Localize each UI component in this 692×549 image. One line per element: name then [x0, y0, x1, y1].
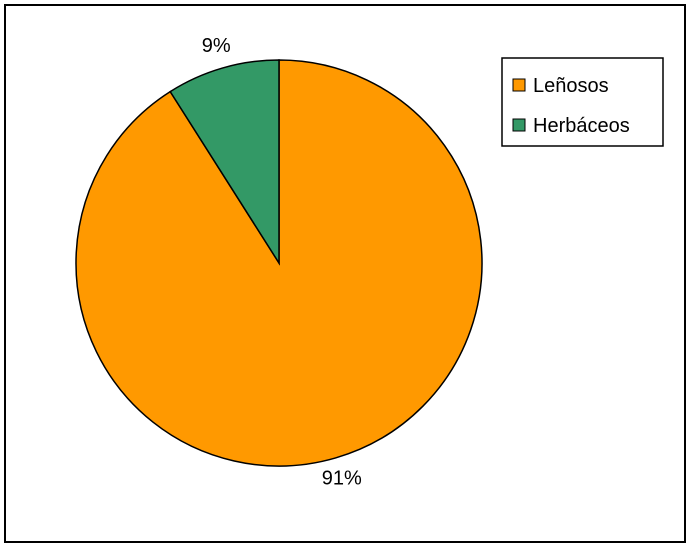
pie-slice-herbaceos [169, 59, 280, 266]
legend-swatch-herbaceos [512, 118, 526, 132]
pie-slices [75, 59, 483, 467]
pie-data-labels: 91% 9% [202, 35, 362, 489]
legend-box [501, 57, 664, 147]
data-label-herbaceos: 9% [202, 35, 231, 57]
legend-label-lenosos: Leñosos [533, 75, 609, 97]
legend: Leñosos Herbáceos [501, 57, 664, 147]
data-label-lenosos: 91% [322, 467, 362, 489]
legend-label-herbaceos: Herbáceos [533, 115, 630, 137]
legend-swatch-lenosos [512, 78, 526, 92]
